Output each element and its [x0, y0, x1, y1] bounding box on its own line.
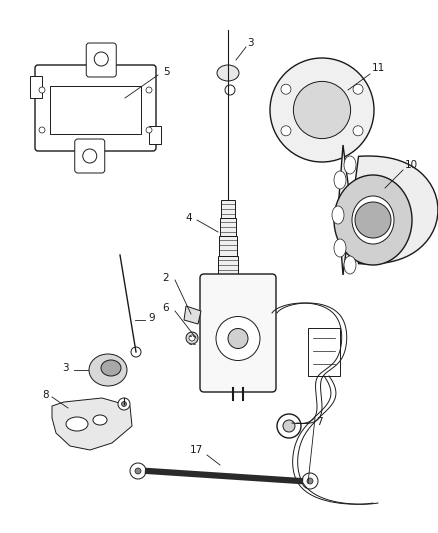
Circle shape [283, 420, 294, 432]
Text: 10: 10 [404, 160, 417, 170]
Polygon shape [337, 145, 437, 275]
Circle shape [269, 58, 373, 162]
Ellipse shape [89, 354, 127, 386]
Text: 8: 8 [42, 390, 49, 400]
Circle shape [280, 126, 290, 136]
Circle shape [280, 84, 290, 94]
Circle shape [306, 478, 312, 484]
Circle shape [352, 84, 362, 94]
FancyBboxPatch shape [86, 43, 116, 77]
Text: 3: 3 [62, 363, 68, 373]
Circle shape [146, 87, 152, 93]
Circle shape [215, 317, 259, 360]
Text: 11: 11 [371, 63, 385, 73]
Circle shape [39, 87, 45, 93]
Bar [148, 126, 161, 144]
Ellipse shape [101, 360, 121, 376]
Bar [219, 236, 237, 256]
Bar [218, 256, 237, 278]
Circle shape [135, 468, 141, 474]
Bar [50, 86, 141, 134]
Circle shape [118, 398, 130, 410]
Circle shape [130, 463, 146, 479]
Circle shape [186, 332, 198, 344]
Circle shape [227, 328, 247, 349]
Bar [307, 328, 339, 376]
Circle shape [189, 335, 194, 341]
Text: 7: 7 [315, 417, 322, 427]
Ellipse shape [343, 256, 355, 274]
Ellipse shape [93, 415, 107, 425]
Text: 9: 9 [148, 313, 154, 323]
Text: 6: 6 [162, 303, 168, 313]
Circle shape [121, 401, 126, 407]
Circle shape [225, 85, 234, 95]
FancyBboxPatch shape [74, 139, 105, 173]
Circle shape [352, 126, 362, 136]
Circle shape [82, 149, 96, 163]
Ellipse shape [66, 417, 88, 431]
Text: 2: 2 [162, 273, 168, 283]
Circle shape [354, 202, 390, 238]
Circle shape [131, 347, 141, 357]
Bar [220, 200, 234, 218]
Bar [219, 218, 236, 236]
Text: 5: 5 [162, 67, 169, 77]
Ellipse shape [333, 175, 411, 265]
Text: 3: 3 [247, 38, 253, 48]
Text: 17: 17 [190, 445, 203, 455]
Ellipse shape [343, 156, 355, 174]
Text: 4: 4 [184, 213, 191, 223]
Polygon shape [184, 306, 201, 324]
Bar [30, 76, 42, 98]
Ellipse shape [331, 206, 343, 224]
Circle shape [276, 414, 300, 438]
FancyBboxPatch shape [35, 65, 155, 151]
Ellipse shape [216, 65, 238, 81]
Circle shape [94, 52, 108, 66]
FancyBboxPatch shape [200, 274, 276, 392]
Circle shape [146, 127, 152, 133]
Circle shape [39, 127, 45, 133]
Ellipse shape [333, 239, 345, 257]
Ellipse shape [333, 171, 345, 189]
Ellipse shape [351, 196, 393, 244]
Polygon shape [52, 398, 132, 450]
Circle shape [293, 82, 350, 139]
Circle shape [301, 473, 317, 489]
